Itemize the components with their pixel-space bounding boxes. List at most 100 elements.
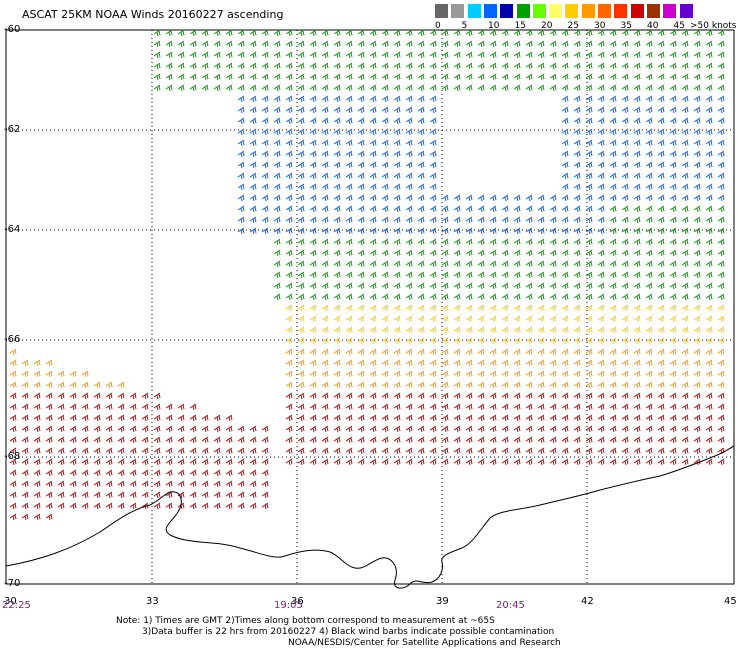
wind-barb [33,469,41,477]
wind-barb [561,40,569,48]
wind-barb [537,414,545,422]
wind-barb [465,227,473,235]
wind-barb [489,337,497,345]
wind-barb [429,447,437,455]
wind-barb [525,40,533,48]
wind-barb [717,425,725,433]
wind-barb [645,29,653,37]
wind-barb [381,304,389,312]
wind-barb [489,304,497,312]
wind-barb [369,128,377,136]
wind-barb [489,29,497,37]
wind-barb [57,403,65,411]
wind-barb [33,392,41,400]
wind-barb [501,304,509,312]
wind-barb [357,249,365,257]
wind-barb [33,381,41,389]
wind-barb [561,29,569,37]
wind-barb [189,425,197,433]
wind-barb [273,260,281,268]
wind-barb [441,73,449,81]
wind-barb [225,414,233,422]
wind-barb [561,370,569,378]
wind-barb [501,381,509,389]
wind-barb [369,183,377,191]
wind-barb [669,458,677,466]
wind-barb [321,337,329,345]
graticule [6,30,734,584]
wind-barb [9,480,17,488]
wind-barb [633,139,641,147]
wind-barb [285,436,293,444]
wind-barb [717,150,725,158]
wind-barb [285,403,293,411]
wind-barb [477,282,485,290]
wind-barb [633,392,641,400]
wind-barb [453,260,461,268]
wind-barb [381,95,389,103]
wind-barb [609,205,617,213]
wind-barb [693,139,701,147]
wind-barb [321,106,329,114]
wind-barb [705,447,713,455]
wind-barb [9,425,17,433]
wind-barb [573,260,581,268]
wind-barb [213,414,221,422]
wind-barb [273,293,281,301]
wind-barb [369,51,377,59]
wind-barb [717,403,725,411]
wind-barb [465,403,473,411]
wind-barb [393,414,401,422]
wind-barb [93,491,101,499]
wind-barb [405,326,413,334]
wind-barb [429,337,437,345]
wind-barb [513,40,521,48]
wind-barb [429,194,437,202]
wind-barb [441,238,449,246]
wind-barb [573,139,581,147]
wind-barb [369,117,377,125]
wind-barb [657,337,665,345]
wind-barb [273,29,281,37]
wind-barb [681,84,689,92]
wind-barb [573,205,581,213]
wind-barb [633,40,641,48]
wind-barb [153,84,161,92]
wind-barb [705,249,713,257]
wind-barb [9,513,17,521]
wind-barb [669,403,677,411]
lat-label: -70 [4,578,21,589]
wind-barb [513,73,521,81]
wind-barb [501,392,509,400]
wind-barb [165,491,173,499]
wind-barb [633,370,641,378]
antarctic-coastline [5,445,735,589]
wind-barb [501,414,509,422]
wind-barb [393,128,401,136]
wind-barb [309,271,317,279]
wind-barb [333,436,341,444]
wind-barb [717,359,725,367]
wind-barb [573,326,581,334]
wind-barb [429,359,437,367]
wind-barb [501,51,509,59]
wind-barb [381,315,389,323]
wind-barb [465,238,473,246]
wind-barb [681,315,689,323]
wind-barb [477,216,485,224]
wind-barb [201,73,209,81]
wind-barb [465,216,473,224]
wind-barb [513,249,521,257]
wind-barb [177,469,185,477]
wind-barb [429,62,437,70]
wind-barb [465,304,473,312]
wind-barb [261,491,269,499]
wind-barb [429,282,437,290]
wind-barb [393,271,401,279]
wind-barb [333,194,341,202]
wind-barb [477,337,485,345]
wind-barb [345,370,353,378]
wind-barb [201,436,209,444]
wind-barb [657,84,665,92]
wind-barb [417,183,425,191]
